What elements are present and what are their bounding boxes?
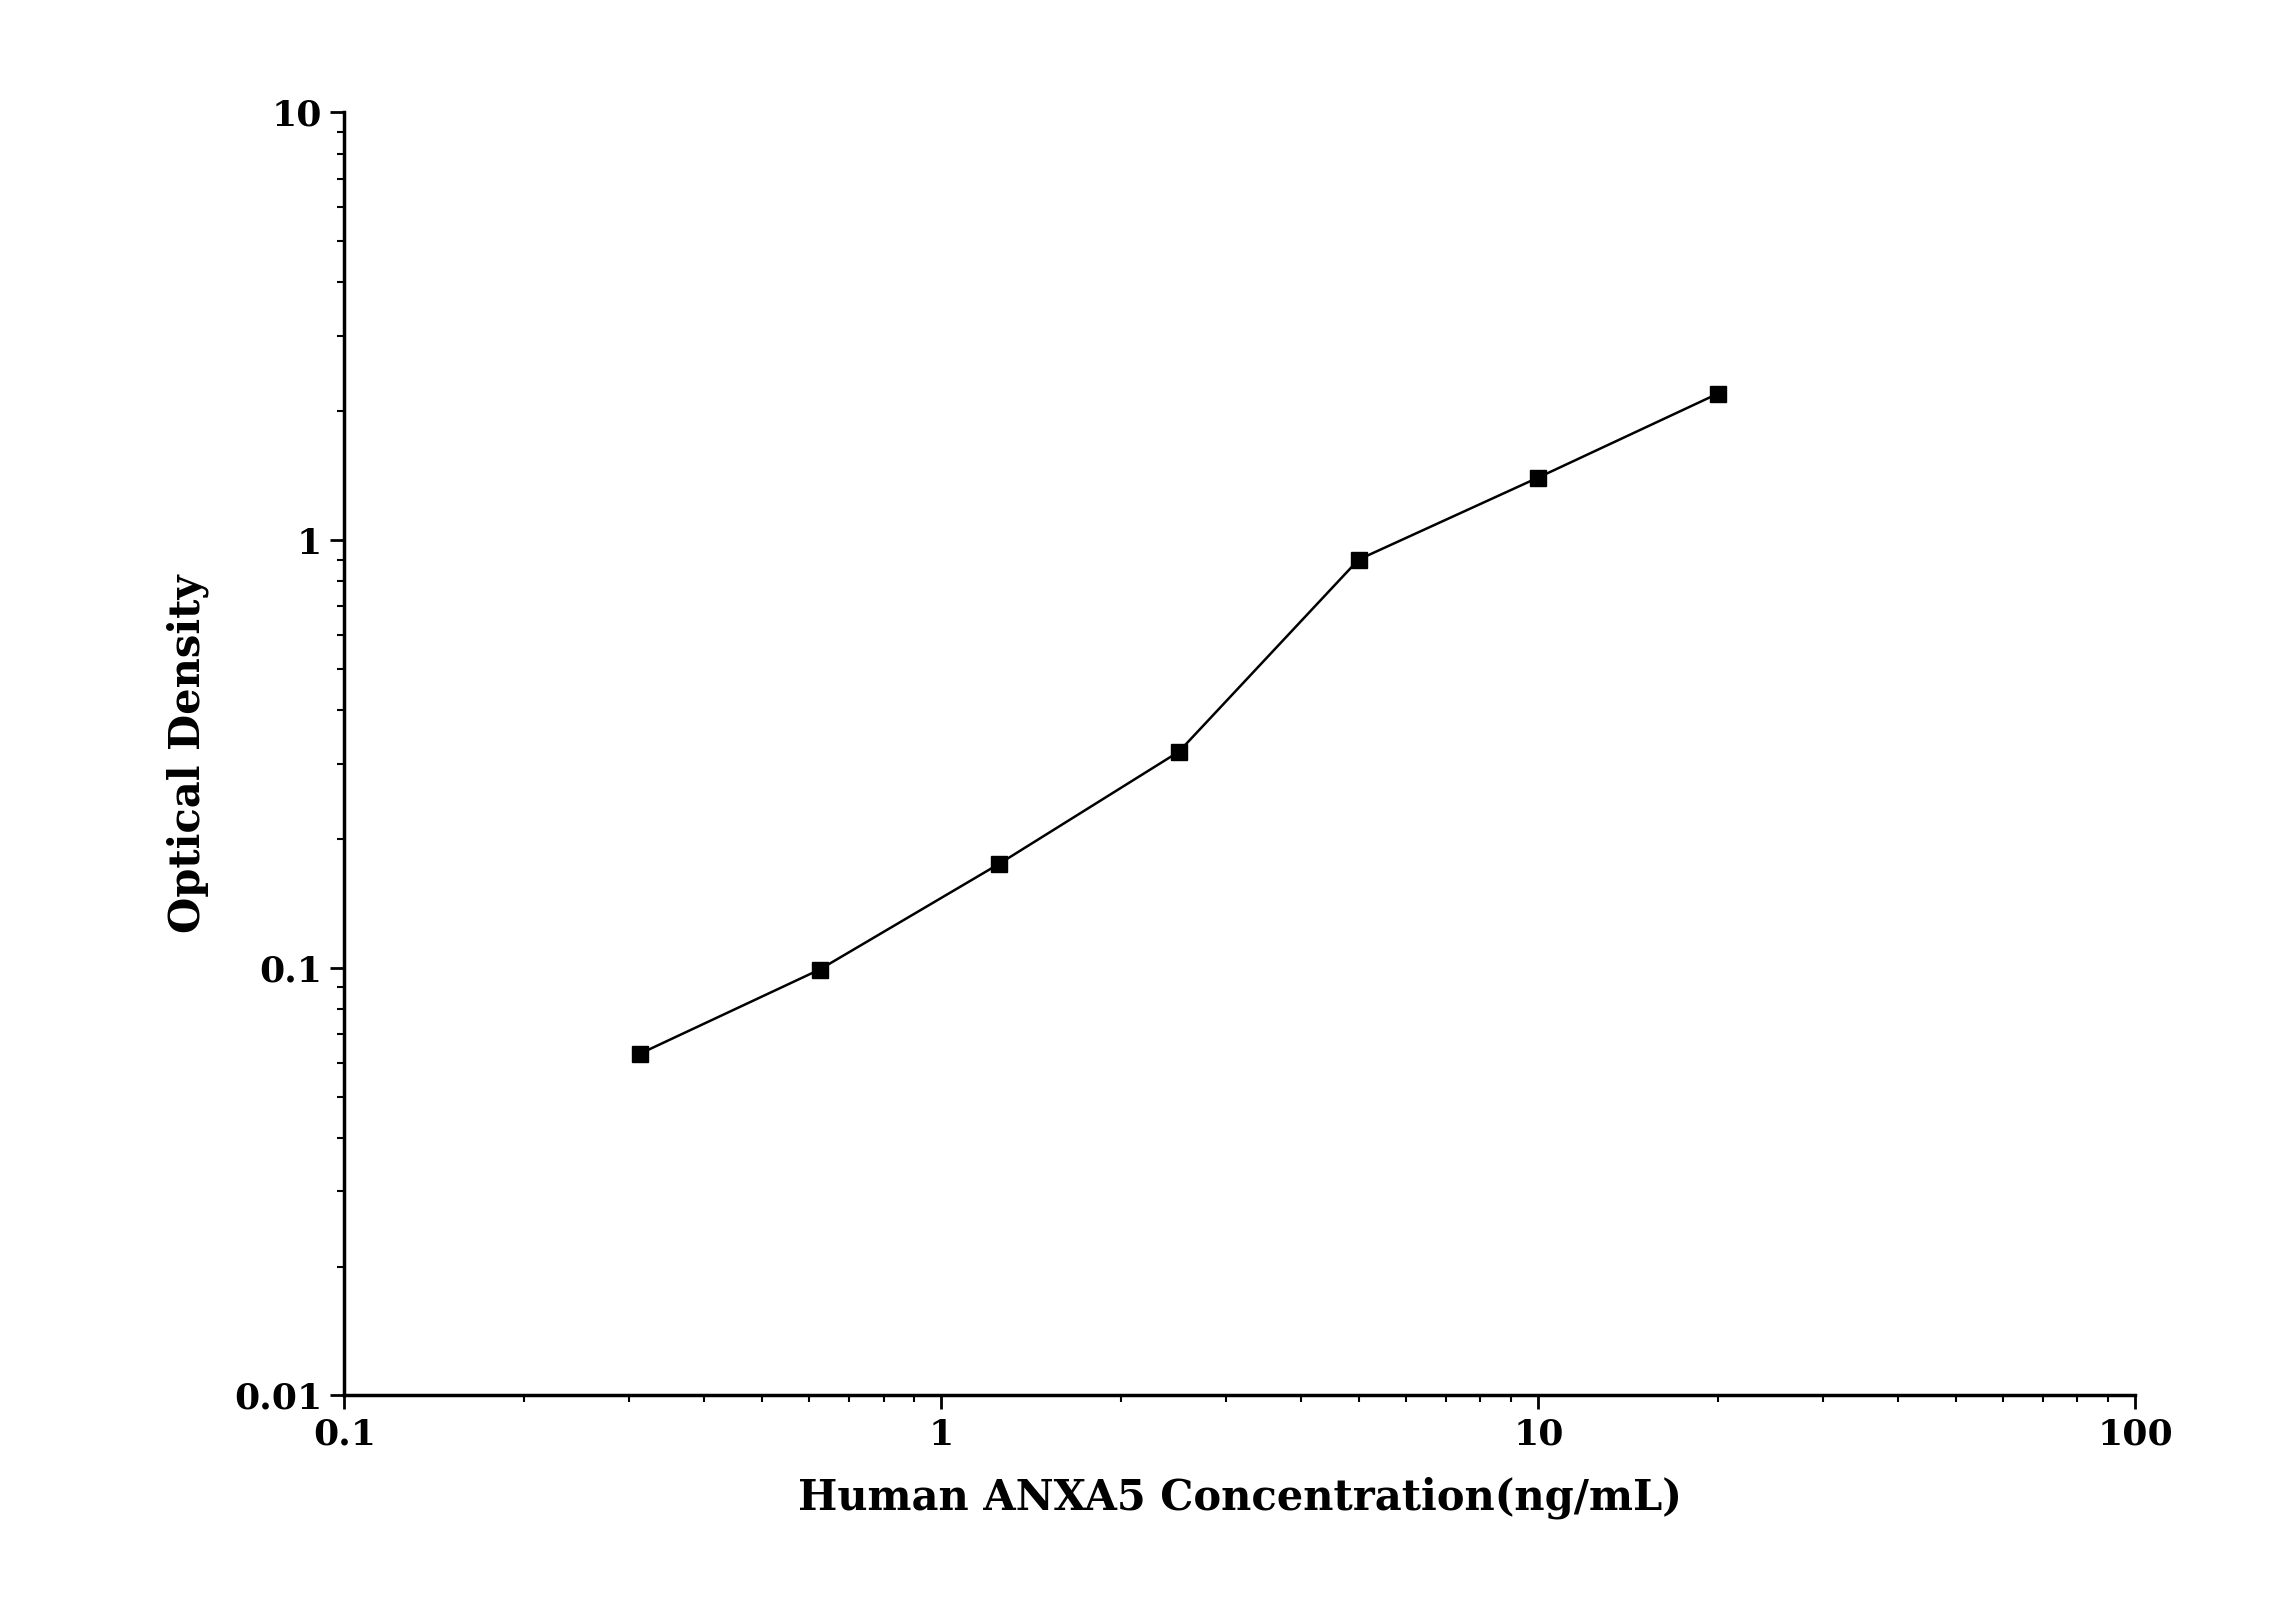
X-axis label: Human ANXA5 Concentration(ng/mL): Human ANXA5 Concentration(ng/mL): [797, 1477, 1683, 1519]
Y-axis label: Optical Density: Optical Density: [165, 574, 209, 934]
